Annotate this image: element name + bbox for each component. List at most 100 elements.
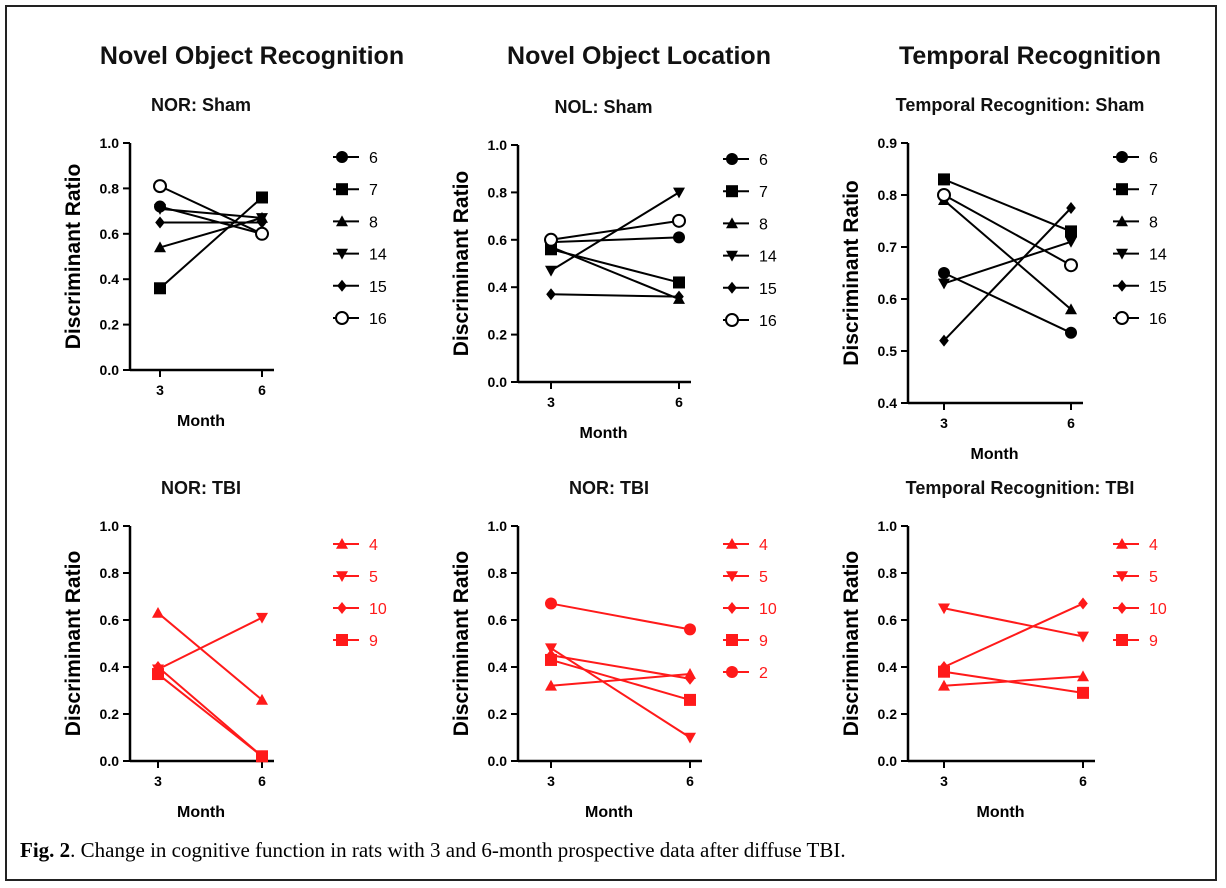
legend-label: 14 <box>369 247 387 264</box>
data-point <box>155 216 165 229</box>
series-line <box>550 236 680 244</box>
series-line <box>550 219 680 241</box>
legend-label: 14 <box>1149 247 1167 264</box>
series-8 <box>938 194 1077 315</box>
y-tick-label: 0.4 <box>488 659 508 675</box>
data-point <box>674 290 684 303</box>
data-point <box>153 179 167 194</box>
legend-marker <box>1116 571 1128 582</box>
data-point <box>255 226 269 241</box>
y-tick-label: 0.8 <box>100 565 120 581</box>
data-point <box>1077 686 1089 699</box>
series-6 <box>545 231 685 249</box>
data-point <box>685 672 695 685</box>
data-point <box>938 603 950 615</box>
legend-marker <box>726 538 738 549</box>
chart-panel-5: NOR: TBI 0.0 0.2 0.4 0.6 0.8 1.0 3 6 Month Discrim… <box>450 478 777 821</box>
data-point <box>1078 597 1088 610</box>
column-title-nol: Novel Object Location <box>507 42 771 70</box>
x-axis-label: Month <box>580 425 628 442</box>
series-7 <box>154 191 268 295</box>
data-point <box>154 241 166 253</box>
y-tick-label: 0.4 <box>100 271 120 287</box>
chart-panel-3: Temporal Recognition: Sham 0.4 0.5 0.6 0.7 0.… <box>840 95 1167 463</box>
y-tick-label: 0.6 <box>488 612 508 628</box>
series-line <box>943 675 1084 687</box>
y-tick-label: 0.2 <box>878 706 898 722</box>
y-tick-label: 0.5 <box>878 343 898 359</box>
legend-item-9: 9 <box>1113 633 1158 650</box>
legend-item-8: 8 <box>723 216 768 233</box>
x-axis-label: Month <box>971 446 1019 463</box>
legend-item-6: 6 <box>723 152 768 169</box>
x-tick-label: 3 <box>547 394 555 410</box>
data-point <box>545 653 557 666</box>
legend-marker <box>726 185 738 198</box>
y-tick-label: 0.7 <box>878 239 898 255</box>
y-tick-label: 0.0 <box>100 362 120 378</box>
legend-item-7: 7 <box>333 182 378 199</box>
chart-title: NOL: Sham <box>554 97 652 117</box>
y-tick-label: 0.2 <box>100 706 120 722</box>
y-tick-label: 0.9 <box>878 135 898 151</box>
legend-marker <box>336 248 348 260</box>
legend-marker <box>336 538 348 549</box>
figure-frame <box>5 5 1217 881</box>
data-point <box>938 278 950 290</box>
series-line <box>943 178 1072 233</box>
legend-item-7: 7 <box>1113 182 1158 199</box>
y-tick-label: 0.4 <box>878 659 898 675</box>
y-tick-label: 0.2 <box>488 327 508 343</box>
legend-item-8: 8 <box>333 214 378 231</box>
y-axis-label: Discriminant Ratio <box>450 171 473 357</box>
x-axis-label: Month <box>977 804 1025 821</box>
legend-marker <box>726 153 738 165</box>
data-point <box>937 188 951 202</box>
legend-marker <box>1117 602 1127 614</box>
series-16 <box>153 179 269 241</box>
x-tick-label: 6 <box>675 394 683 410</box>
y-tick-label: 0.6 <box>488 232 508 248</box>
legend-label: 5 <box>759 569 768 586</box>
data-point <box>1066 202 1076 214</box>
legend-marker <box>1116 538 1128 549</box>
series-line <box>157 612 263 701</box>
data-point <box>673 231 685 244</box>
legend-marker <box>1115 311 1129 325</box>
legend-item-15: 15 <box>723 281 777 298</box>
legend-item-5: 5 <box>333 569 378 586</box>
data-point <box>544 232 558 247</box>
legend-item-9: 9 <box>723 633 768 650</box>
series-line <box>550 293 680 298</box>
data-point <box>684 623 696 636</box>
series-10 <box>939 597 1088 673</box>
series-15 <box>155 216 267 229</box>
data-point <box>1065 237 1077 248</box>
chart-title: NOR: TBI <box>569 478 649 498</box>
legend-marker <box>1116 151 1128 163</box>
chart-panel-1: NOR: Sham 0.0 0.2 0.4 0.6 0.8 1.0 3 6 Month Discri… <box>62 95 387 430</box>
legend-item-15: 15 <box>333 279 387 296</box>
legend-item-16: 16 <box>1113 311 1167 328</box>
series-14 <box>545 187 685 277</box>
legend-item-4: 4 <box>723 537 768 554</box>
legend-label: 8 <box>369 214 378 231</box>
legend-item-5: 5 <box>1113 569 1158 586</box>
data-point <box>256 693 268 705</box>
legend-label: 8 <box>1149 214 1158 231</box>
y-tick-label: 0.2 <box>100 317 120 333</box>
series-line <box>943 670 1084 694</box>
legend-label: 7 <box>1149 182 1158 199</box>
y-tick-label: 0.2 <box>488 706 508 722</box>
legend-label: 9 <box>369 633 378 650</box>
x-axis-label: Month <box>177 804 225 821</box>
data-point <box>673 276 685 289</box>
data-point <box>1065 303 1077 315</box>
data-point <box>256 750 268 763</box>
chart-panel-4: NOR: TBI 0.0 0.2 0.4 0.6 0.8 1.0 3 6 Month Discrim… <box>62 478 387 821</box>
legend-marker <box>1116 634 1128 646</box>
x-tick-label: 6 <box>686 773 694 789</box>
data-point <box>673 187 685 199</box>
legend-marker <box>337 279 347 292</box>
legend-label: 15 <box>1149 279 1167 296</box>
